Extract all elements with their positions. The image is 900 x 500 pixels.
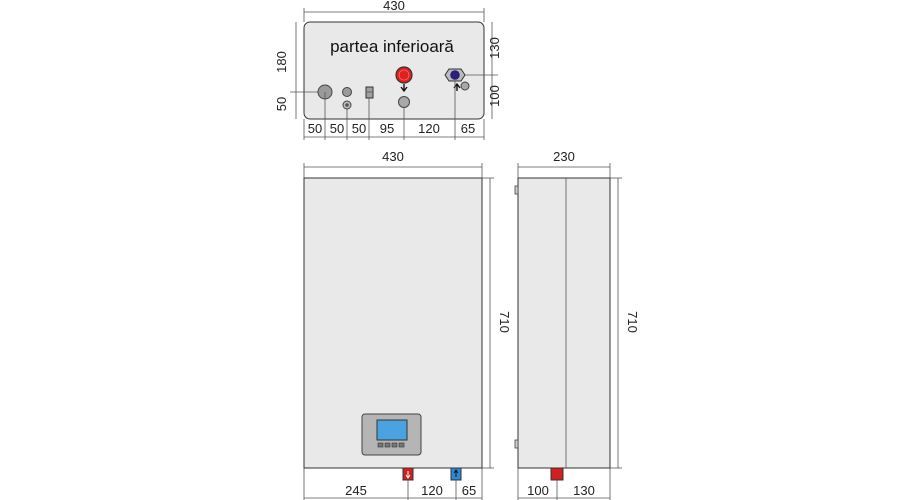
control-button-1 — [377, 442, 384, 448]
bottom-right-100-label: 100 — [487, 85, 502, 107]
chain-label-2: 50 — [330, 121, 344, 136]
wall-bracket-top — [514, 185, 519, 195]
chain-label-4: 95 — [380, 121, 394, 136]
drain-port — [398, 96, 410, 108]
side-height-label: 710 — [625, 311, 640, 333]
bottom-view: partea inferioară 430 180 50 130 100 — [274, 0, 502, 140]
side-bottom-label-2: 130 — [573, 483, 595, 498]
chain-label-3: 50 — [352, 121, 366, 136]
bottom-right-130-label: 130 — [487, 37, 502, 59]
display-screen — [376, 419, 408, 441]
side-bottom-label-1: 100 — [527, 483, 549, 498]
control-button-3 — [391, 442, 398, 448]
bottom-left-50-label: 50 — [274, 97, 289, 111]
sensor-port-center — [345, 103, 349, 107]
side-view-outline — [517, 177, 611, 469]
hot-pipe-arrow-icon — [405, 471, 411, 479]
bottom-width-label: 430 — [383, 0, 405, 13]
cable-gland-small — [342, 87, 352, 97]
hot-water-outlet-inner — [398, 69, 410, 81]
control-button-2 — [384, 442, 391, 448]
chain-label-1: 50 — [308, 121, 322, 136]
front-view: 430 710 245 120 65 — [303, 149, 512, 500]
cold-pipe-arrow-icon — [453, 469, 459, 477]
side-pipe-marker — [550, 467, 564, 481]
relief-port — [460, 81, 470, 91]
control-button-4 — [398, 442, 405, 448]
front-height-label: 710 — [497, 311, 512, 333]
bottom-view-title: partea inferioară — [330, 37, 454, 56]
chain-label-6: 65 — [461, 121, 475, 136]
front-width-label: 430 — [382, 149, 404, 164]
front-bottom-label-1: 245 — [345, 483, 367, 498]
switch-port — [365, 86, 374, 99]
arrow-down-icon — [400, 84, 408, 93]
front-bottom-label-2: 120 — [421, 483, 443, 498]
side-width-label: 230 — [553, 149, 575, 164]
side-view: 230 710 100 130 — [514, 149, 640, 500]
cold-water-inlet — [450, 70, 460, 80]
chain-label-5: 120 — [418, 121, 440, 136]
bottom-height-label: 180 — [274, 51, 289, 73]
wall-bracket-bottom — [514, 439, 519, 449]
front-bottom-label-3: 65 — [462, 483, 476, 498]
